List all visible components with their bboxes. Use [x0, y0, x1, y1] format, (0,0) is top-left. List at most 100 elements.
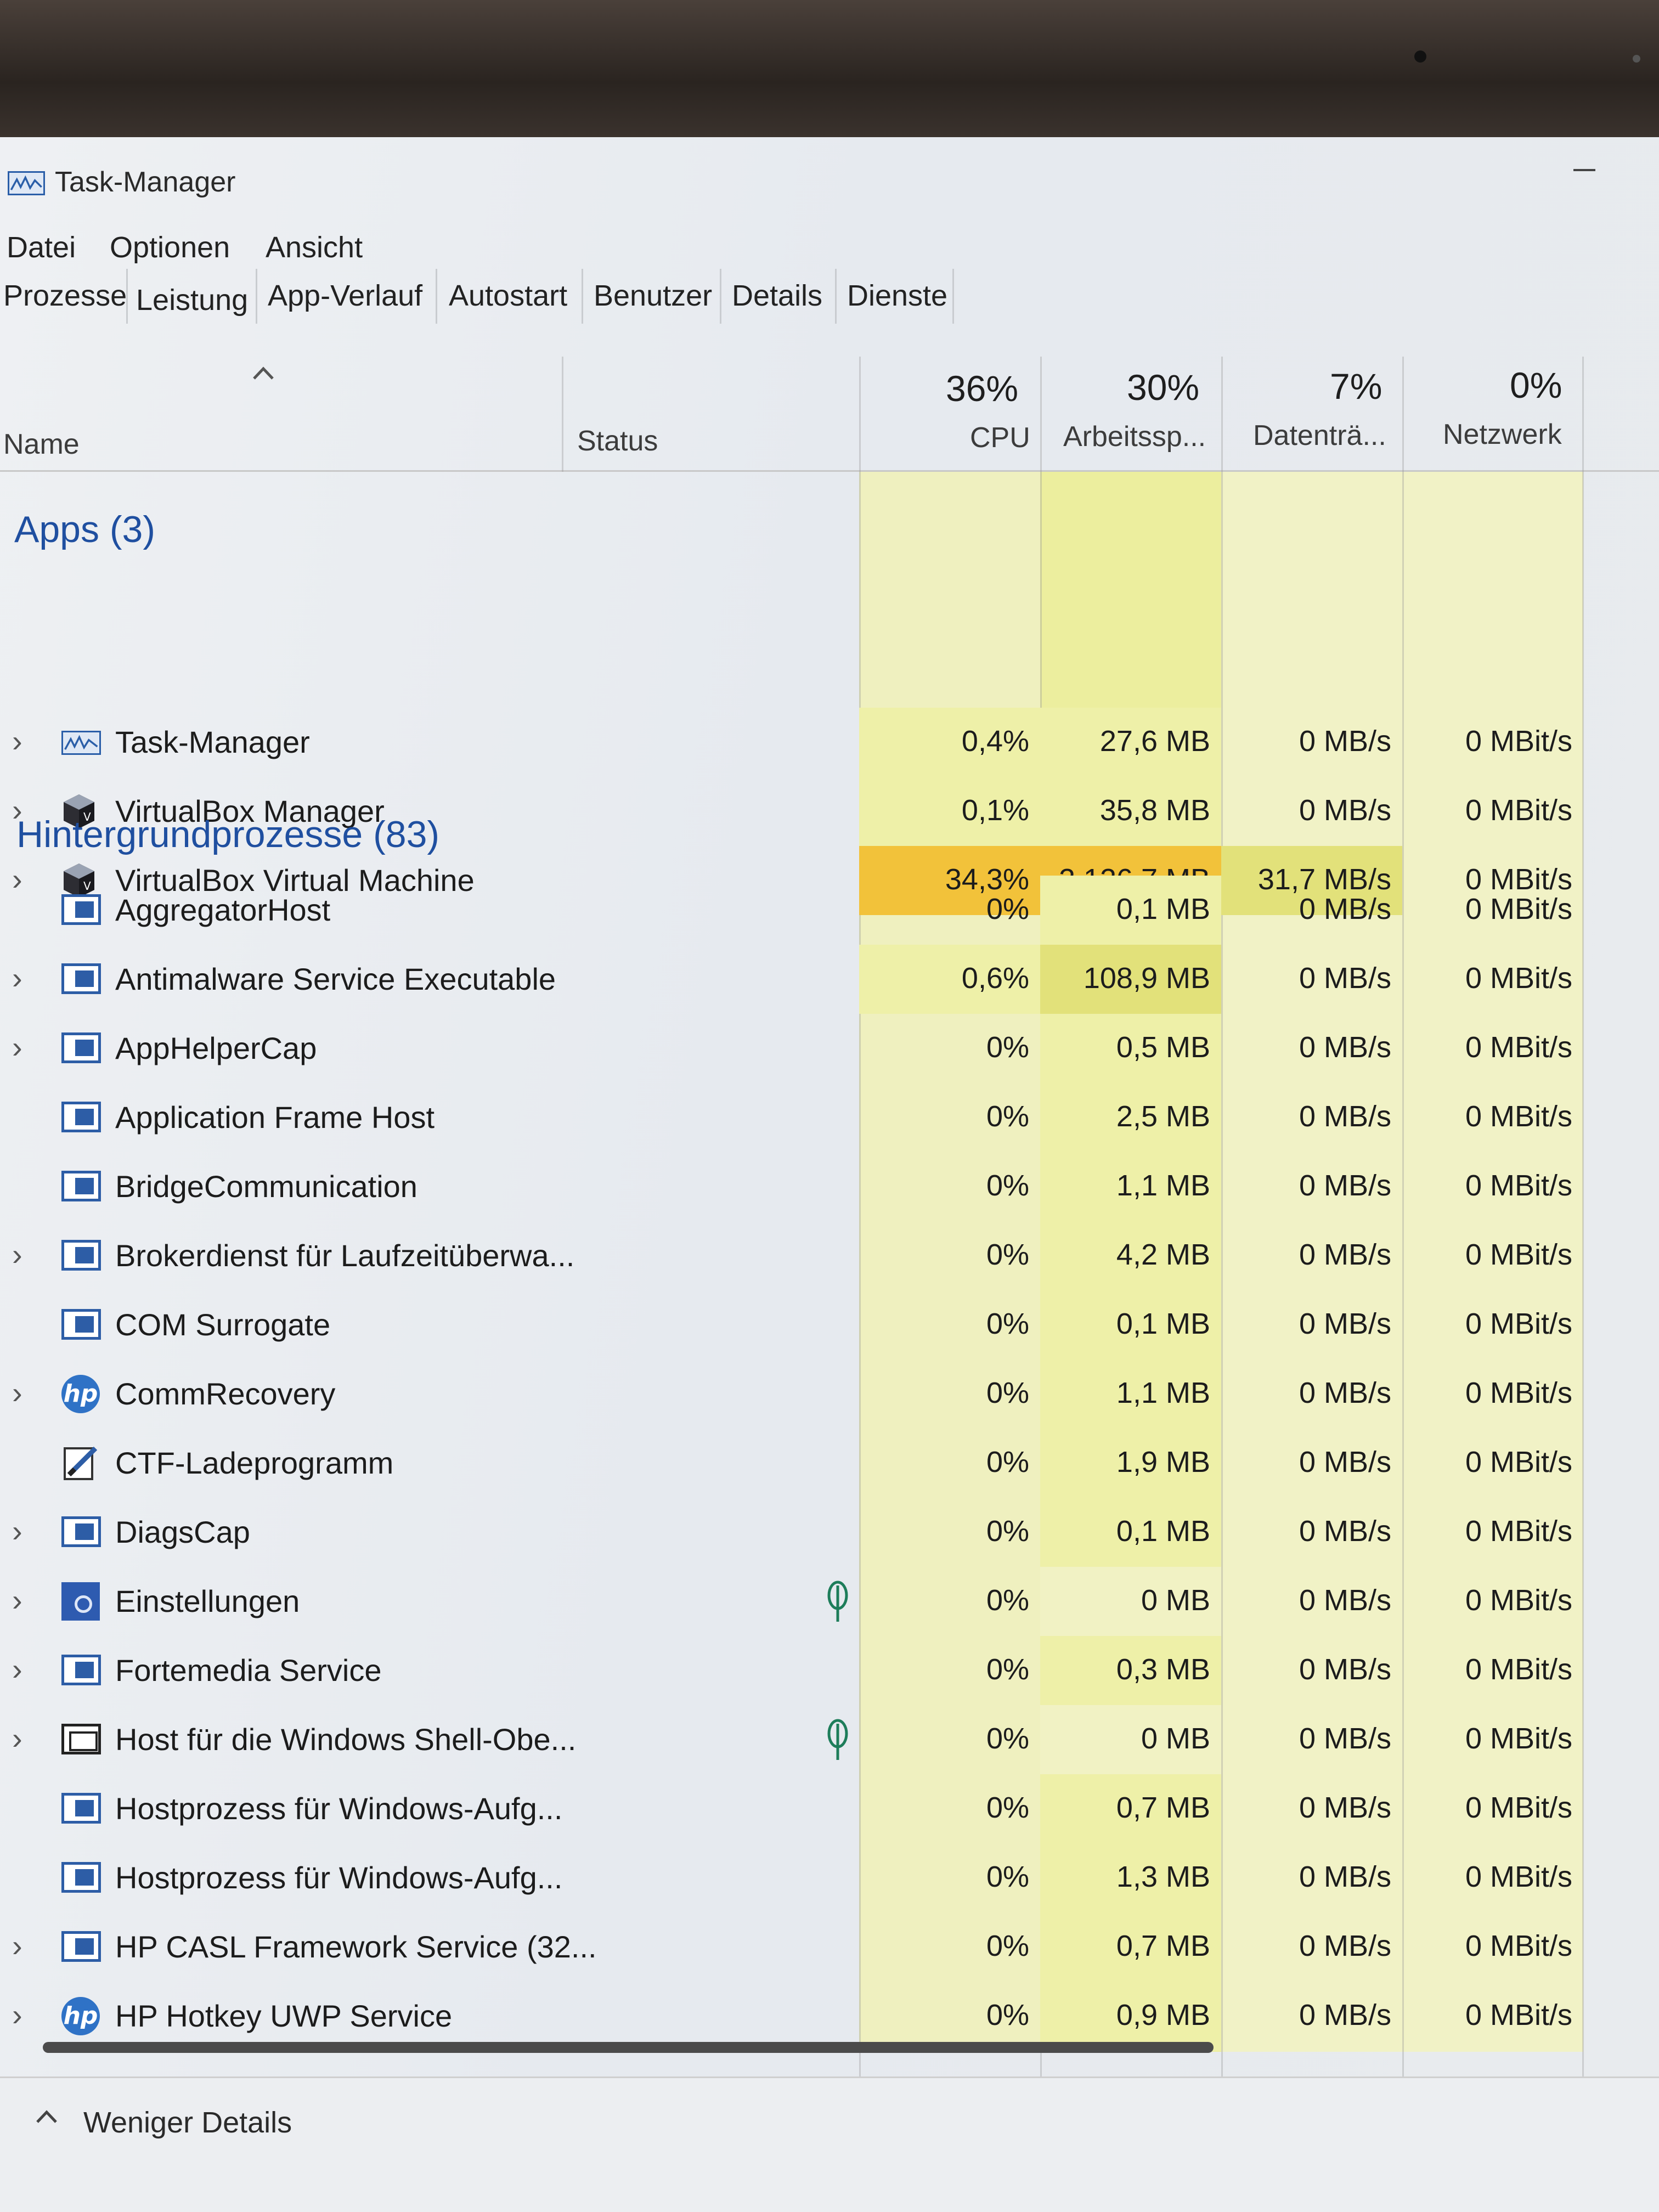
process-row[interactable]: BridgeCommunication 0% 1,1 MB 0 MB/s 0 MBit/… [0, 1152, 1659, 1221]
process-row[interactable]: › Task-Manager 0,4% 27,6 MB 0 MB/s 0 MBit/s [0, 708, 1659, 777]
tab-app-verlauf[interactable]: App-Verlauf [268, 279, 423, 312]
group-title-background: Hintergrundprozesse (83) [16, 814, 440, 855]
cpu-value: 0% [986, 1446, 1029, 1479]
process-name: Application Frame Host [115, 1100, 435, 1135]
mem-heat-cell [1040, 1705, 1221, 1774]
process-row[interactable]: Application Frame Host 0% 2,5 MB 0 MB/s 0 MB… [0, 1083, 1659, 1152]
mem-heat-cell [1040, 1221, 1221, 1290]
tab-leistung[interactable]: Leistung [136, 284, 249, 317]
memory-value: 35,8 MB [1099, 794, 1210, 827]
memory-value: 1,1 MB [1116, 1376, 1210, 1409]
svg-text:V: V [83, 879, 91, 893]
process-row[interactable]: › V VirtualBox Manager 0,1% 35,8 MB 0 MB/s 0 M… [0, 777, 1659, 846]
process-row[interactable]: › hp CommRecovery 0% 1,1 MB 0 MB/s 0 MBit/s [0, 1359, 1659, 1429]
tab-benutzer[interactable]: Benutzer [594, 279, 713, 312]
process-row[interactable]: › Brokerdienst für Laufzeitüberwa... 0% 4,2… [0, 1221, 1659, 1290]
memory-value: 0 MB [1141, 1722, 1210, 1755]
chevron-right-icon[interactable]: › [12, 724, 22, 758]
window-app-icon [61, 1171, 101, 1201]
chevron-right-icon[interactable]: › [12, 862, 22, 896]
network-value: 0 MBit/s [1465, 1515, 1572, 1548]
mem-heat-cell [1040, 708, 1221, 777]
process-name: CommRecovery [115, 1376, 336, 1411]
chevron-right-icon[interactable]: › [12, 1928, 22, 1963]
memory-value: 0,1 MB [1116, 893, 1210, 926]
process-name: Host für die Windows Shell-Obe... [115, 1722, 577, 1757]
header-cpu-pct[interactable]: 36% [946, 368, 1019, 409]
horizontal-scrollbar[interactable] [43, 2042, 1214, 2053]
cpu-value: 34,3% [945, 863, 1029, 896]
sort-up-icon[interactable] [250, 362, 277, 384]
process-row[interactable]: CTF-Ladeprogramm 0% 1,9 MB 0 MB/s 0 MBit/s [0, 1429, 1659, 1498]
virtualbox-icon: V [61, 792, 97, 831]
chevron-up-icon[interactable] [33, 2106, 60, 2128]
menu-ansicht[interactable]: Ansicht [266, 231, 363, 264]
process-row[interactable]: › AppHelperCap 0% 0,5 MB 0 MB/s 0 MBit/s [0, 1014, 1659, 1083]
process-name: BridgeCommunication [115, 1169, 417, 1204]
cpu-value: 0% [986, 893, 1029, 926]
network-value: 0 MBit/s [1465, 893, 1572, 926]
tab-prozesse[interactable]: Prozesse [3, 279, 127, 312]
minimize-button[interactable] [1569, 159, 1602, 181]
process-row[interactable]: › hp HP Hotkey UWP Service 0% 0,9 MB 0 MB/s 0 … [0, 1982, 1659, 2051]
cpu-value: 0% [986, 1653, 1029, 1686]
column-divider[interactable] [562, 357, 563, 472]
header-net-pct[interactable]: 0% [1510, 365, 1562, 405]
chevron-right-icon[interactable]: › [12, 1997, 22, 2032]
process-row[interactable]: › Einstellungen 0% 0 MB 0 MB/s 0 MBit/s [0, 1567, 1659, 1636]
disk-value: 31,7 MB/s [1257, 863, 1391, 896]
process-row[interactable]: › DiagsCap 0% 0,1 MB 0 MB/s 0 MBit/s [0, 1498, 1659, 1567]
column-divider[interactable] [1582, 357, 1584, 2167]
window-app-icon [61, 894, 101, 925]
tab-dienste[interactable]: Dienste [847, 279, 948, 312]
memory-value: 0,1 MB [1116, 1515, 1210, 1548]
chevron-right-icon[interactable]: › [12, 793, 22, 827]
process-row[interactable]: › Host für die Windows Shell-Obe... 0% 0 MB… [0, 1705, 1659, 1774]
task-manager-icon [8, 171, 45, 195]
header-mem-pct[interactable]: 30% [1127, 367, 1200, 408]
network-value: 0 MBit/s [1465, 1584, 1572, 1617]
process-row[interactable]: › Fortemedia Service 0% 0,3 MB 0 MB/s 0 MBit/… [0, 1636, 1659, 1705]
header-disk-pct[interactable]: 7% [1330, 366, 1383, 407]
process-name: DiagsCap [115, 1515, 250, 1549]
disk-value: 0 MB/s [1299, 1722, 1391, 1755]
efficiency-mode-leaf-icon [827, 1581, 848, 1622]
menu-optionen[interactable]: Optionen [110, 231, 230, 264]
tab-details[interactable]: Details [732, 279, 823, 312]
process-row[interactable]: › HP CASL Framework Service (32... 0% 0,7 M… [0, 1912, 1659, 1982]
process-row[interactable]: › Antimalware Service Executable 0,6% 108,9… [0, 945, 1659, 1014]
process-row[interactable]: AggregatorHost 0% 0,1 MB 0 MB/s 0 MBit/s [0, 876, 1659, 945]
fewer-details-link[interactable]: Weniger Details [83, 2106, 292, 2139]
header-net[interactable]: Netzwerk [1443, 419, 1562, 450]
process-row[interactable]: Hostprozess für Windows-Aufg... 0% 1,3 MB 0… [0, 1843, 1659, 1912]
chevron-right-icon[interactable]: › [12, 1652, 22, 1686]
process-row[interactable]: COM Surrogate 0% 0,1 MB 0 MB/s 0 MBit/s [0, 1290, 1659, 1359]
chevron-right-icon[interactable]: › [12, 961, 22, 995]
tab-bar: Prozesse Leistung App-Verlauf Autostart … [0, 269, 1659, 324]
cpu-value: 0% [986, 1791, 1029, 1824]
column-divider[interactable] [1402, 357, 1404, 2167]
chevron-right-icon[interactable]: › [12, 1030, 22, 1064]
header-disk[interactable]: Datenträ... [1253, 420, 1386, 452]
chevron-right-icon[interactable]: › [12, 1721, 22, 1756]
disk-value: 0 MB/s [1299, 1929, 1391, 1962]
chevron-right-icon[interactable]: › [12, 1583, 22, 1617]
process-row[interactable]: Hostprozess für Windows-Aufg... 0% 0,7 MB 0… [0, 1774, 1659, 1843]
header-mem[interactable]: Arbeitssp... [1063, 421, 1206, 453]
menu-datei[interactable]: Datei [7, 231, 76, 264]
network-value: 0 MBit/s [1465, 1169, 1572, 1202]
disk-value: 0 MB/s [1299, 1584, 1391, 1617]
disk-value: 0 MB/s [1299, 1100, 1391, 1133]
header-cpu[interactable]: CPU [970, 422, 1030, 454]
chevron-right-icon[interactable]: › [12, 1514, 22, 1548]
column-divider[interactable] [859, 357, 861, 2167]
chevron-right-icon[interactable]: › [12, 1237, 22, 1272]
header-status[interactable]: Status [577, 425, 658, 457]
network-value: 0 MBit/s [1465, 1376, 1572, 1409]
chevron-right-icon[interactable]: › [12, 1375, 22, 1410]
memory-value: 0,7 MB [1116, 1929, 1210, 1962]
window-app-icon [61, 1931, 101, 1962]
tab-autostart[interactable]: Autostart [449, 279, 568, 312]
header-name[interactable]: Name [3, 428, 80, 460]
column-divider[interactable] [1221, 357, 1223, 2167]
